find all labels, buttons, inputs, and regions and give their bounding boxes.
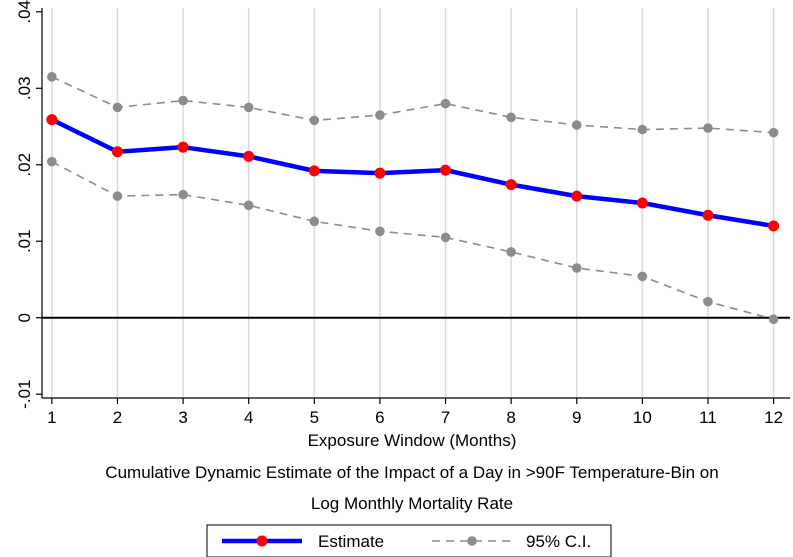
legend-entry-ci [432,536,512,546]
point-ci-lower-2 [112,191,123,201]
point-ci-lower-12 [768,314,779,325]
series-line-ci-upper [51,76,774,134]
point-ci-upper-12 [768,127,779,138]
legend-swatch-marker-estimate [256,535,268,547]
point-ci-lower-3 [178,189,188,200]
axes [41,8,790,399]
point-ci-lower-8 [506,247,516,257]
point-estimate-8 [505,179,517,191]
point-ci-upper-3 [178,95,188,106]
y-tick-label-3: .02 [15,153,34,177]
x-tick-label-6: 6 [375,408,384,427]
x-tick-label-1: 1 [47,408,56,427]
point-estimate-9 [571,190,583,202]
point-ci-lower-9 [571,263,582,273]
legend-entry-estimate [222,535,302,547]
y-tick-label-0: -.01 [15,380,34,409]
point-ci-upper-11 [703,123,713,133]
y-tick-label-2: .01 [15,229,34,253]
x-tick-label-9: 9 [572,408,581,427]
series-line-estimate [50,117,774,229]
point-ci-upper-1 [47,72,57,82]
x-tick-label-3: 3 [178,408,187,427]
series-group [46,72,780,325]
series-line-ci-lower [51,160,774,321]
point-ci-lower-6 [375,226,385,237]
point-ci-upper-5 [309,115,320,126]
point-estimate-5 [308,165,320,177]
point-ci-upper-6 [375,110,385,120]
point-estimate-12 [768,220,780,232]
legend-label-ci: 95% C.I. [526,532,591,551]
point-ci-upper-8 [506,112,516,123]
x-tick-label-2: 2 [113,408,122,427]
point-ci-upper-7 [440,98,451,109]
y-ticks: -.01 0 .01 .02 .03 .04 [15,0,42,409]
legend-swatch-marker-ci [467,536,477,546]
point-estimate-6 [374,167,386,179]
x-tick-label-12: 12 [764,408,783,427]
x-tick-label-8: 8 [506,408,515,427]
legend-label-estimate: Estimate [318,532,384,551]
point-ci-upper-4 [243,102,254,113]
point-ci-lower-5 [309,216,320,227]
x-tick-label-5: 5 [310,408,319,427]
y-tick-label-1: 0 [15,313,34,322]
x-axis-title: Exposure Window (Months) [308,431,517,450]
point-estimate-4 [243,150,255,162]
grid-lines [51,8,775,398]
point-estimate-3 [177,141,189,153]
x-ticks: 1 2 3 4 5 6 7 8 9 10 11 12 [47,398,783,427]
point-estimate-1 [46,114,58,126]
point-ci-lower-7 [440,232,451,243]
point-ci-lower-11 [703,296,713,307]
x-tick-label-7: 7 [441,408,450,427]
point-estimate-2 [111,146,123,158]
point-ci-lower-10 [637,271,648,282]
point-ci-lower-1 [47,156,57,167]
y-tick-label-5: .04 [15,0,34,24]
point-ci-lower-4 [243,200,254,211]
point-ci-upper-9 [571,120,582,130]
x-tick-label-4: 4 [244,408,253,427]
point-ci-upper-10 [637,124,648,135]
point-estimate-10 [636,197,648,209]
caption-line-1: Cumulative Dynamic Estimate of the Impac… [105,463,718,482]
point-ci-upper-2 [112,102,123,113]
legend: Estimate 95% C.I. [206,524,612,557]
point-estimate-11 [702,209,714,221]
x-tick-label-11: 11 [699,408,717,427]
point-estimate-7 [440,164,452,176]
caption-line-2: Log Monthly Mortality Rate [311,494,513,513]
x-tick-label-10: 10 [633,408,652,427]
y-tick-label-4: .03 [15,76,34,100]
